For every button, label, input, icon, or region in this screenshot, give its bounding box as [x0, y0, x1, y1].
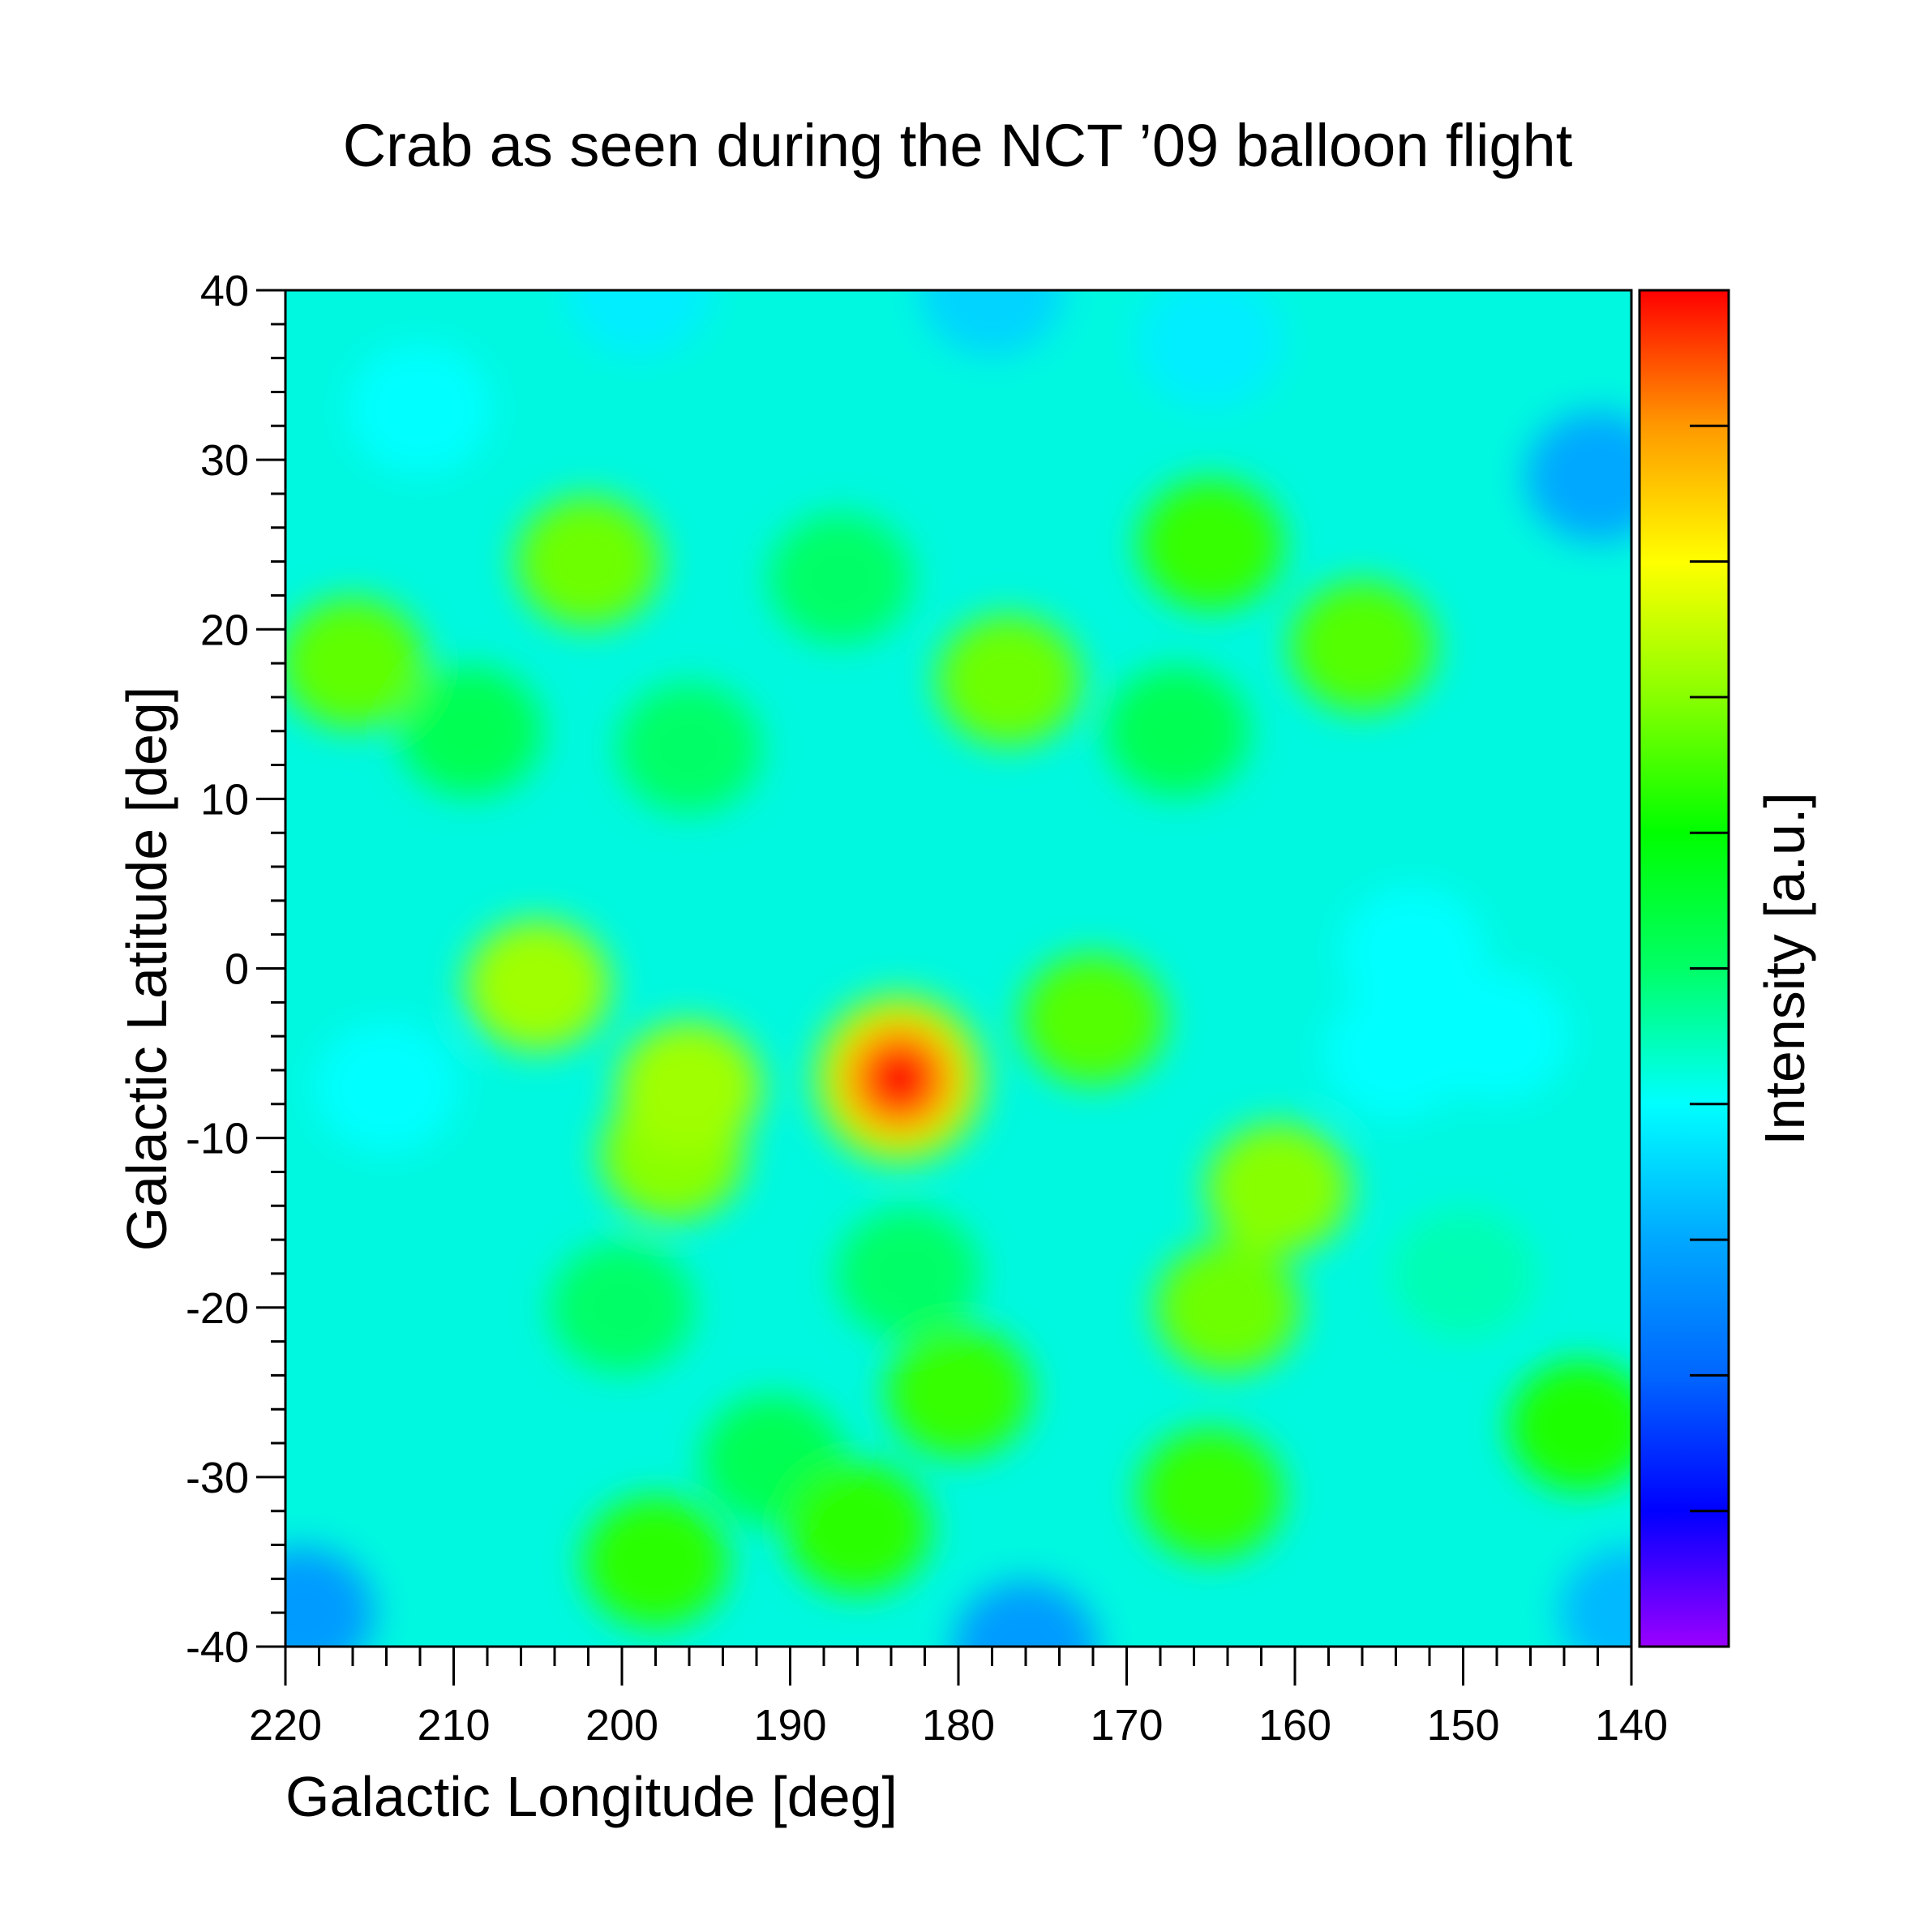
intensity-blob: [1424, 970, 1570, 1102]
x-tick-label: 160: [1258, 1701, 1331, 1750]
intensity-blob: [785, 1462, 930, 1594]
chart-title: Crab as seen during the NCT ’09 balloon …: [343, 112, 1573, 179]
intensity-blob: [1104, 665, 1249, 797]
y-tick-label: 30: [200, 436, 249, 485]
intensity-blob: [616, 682, 762, 814]
intensity-blob: [937, 615, 1082, 746]
x-axis-label: Galactic Longitude [deg]: [285, 1765, 898, 1828]
y-tick-label: -10: [186, 1115, 249, 1163]
intensity-blob: [919, 290, 1065, 356]
x-tick-label: 220: [249, 1701, 322, 1750]
intensity-blob: [1155, 1242, 1301, 1373]
intensity-blob: [465, 919, 611, 1052]
y-axis-label: Galactic Latitude [deg]: [115, 687, 178, 1252]
y-tick-label: 20: [200, 606, 249, 654]
intensity-blob: [566, 290, 711, 356]
intensity-blob: [1391, 1208, 1536, 1339]
y-tick-label: 0: [225, 945, 249, 994]
x-tick-label: 140: [1595, 1701, 1668, 1750]
intensity-blob: [1138, 290, 1284, 407]
colorbar-ticks: [1690, 424, 1729, 1513]
intensity-blob: [1525, 411, 1631, 542]
colorbar-label: Intensity [a.u.]: [1753, 792, 1816, 1146]
x-tick-label: 170: [1090, 1701, 1163, 1750]
intensity-blob: [285, 598, 426, 729]
intensity-blob: [768, 512, 913, 645]
intensity-blob: [835, 1208, 980, 1339]
y-tick-label: -30: [186, 1454, 249, 1502]
intensity-blob: [583, 1496, 728, 1628]
y-tick-label: -40: [186, 1623, 249, 1672]
intensity-blob: [885, 1326, 1031, 1459]
x-tick-label: 200: [585, 1701, 658, 1750]
intensity-blob: [1138, 1429, 1284, 1560]
intensity-peak-ring: [868, 1047, 931, 1110]
intensity-blob: [1138, 478, 1284, 610]
intensity-blob: [549, 1242, 695, 1373]
x-tick-label: 180: [922, 1701, 995, 1750]
intensity-blob: [1020, 953, 1166, 1085]
x-axis-ticks: 220 210 200 190 180 170 160 150 140: [249, 1645, 1668, 1750]
heatmap-area: [285, 290, 1631, 1647]
x-tick-label: 210: [417, 1701, 490, 1750]
y-tick-label: -20: [186, 1284, 249, 1333]
y-tick-label: 10: [200, 775, 249, 824]
intensity-blob: [616, 1022, 762, 1153]
y-tick-label: 40: [200, 267, 249, 315]
intensity-blob: [398, 665, 543, 797]
x-tick-label: 150: [1426, 1701, 1499, 1750]
intensity-blob: [347, 343, 493, 475]
y-axis-ticks: 40 30 20 10 0 -10 -20 -30 -40: [186, 267, 287, 1672]
intensity-blob: [285, 1547, 375, 1647]
intensity-blob: [953, 1581, 1099, 1647]
intensity-blob: [1558, 1547, 1631, 1647]
x-tick-label: 190: [753, 1701, 826, 1750]
intensity-blob: [1289, 580, 1435, 712]
intensity-blob: [1508, 1360, 1631, 1492]
intensity-blob: [516, 495, 661, 628]
intensity-blob: [314, 1022, 459, 1153]
intensity-blob: [1340, 885, 1485, 1017]
intensity-blob: [1206, 1123, 1351, 1255]
intensity-blobs: [285, 290, 1631, 1647]
